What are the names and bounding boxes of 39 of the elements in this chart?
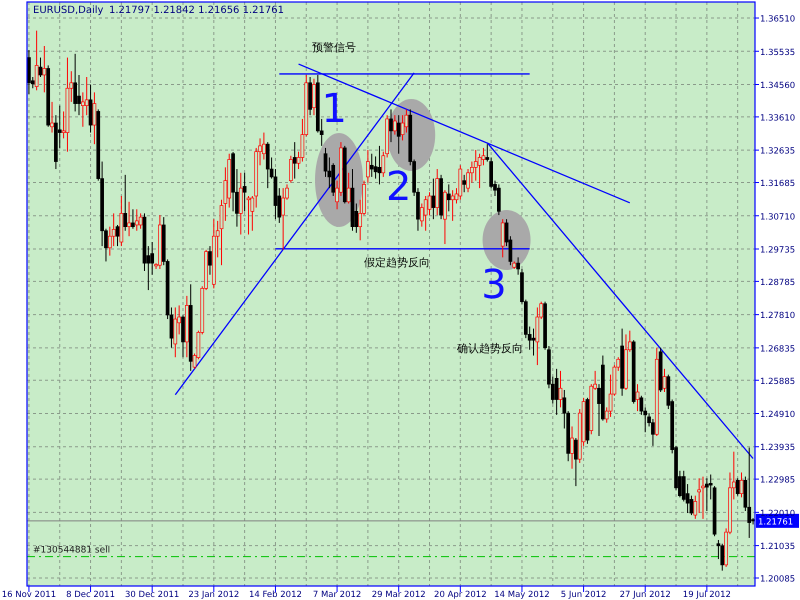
annotation: 预警信号 (312, 41, 356, 54)
x-tick-label: 7 Mar 2012 (312, 590, 362, 600)
y-tick-label: 1.27810 (760, 311, 796, 322)
y-tick-label: 1.33610 (760, 113, 796, 124)
chart-subtitle: 1.21797 1.21842 1.21656 1.21761 (109, 5, 284, 16)
x-tick-label: 8 Dec 2011 (66, 590, 116, 600)
annotation: 确认趋势反向 (456, 342, 524, 355)
annotation: 1 (321, 86, 347, 132)
annotation: 假定趋势反向 (364, 256, 430, 269)
x-tick-label: 5 Jun 2012 (560, 590, 606, 600)
ref-line-label: #130544881 sell (33, 546, 110, 556)
y-tick-label: 1.31685 (760, 179, 796, 190)
y-tick-label: 1.28785 (760, 278, 796, 288)
x-tick-label: 29 Mar 2012 (372, 590, 426, 600)
y-tick-label: 1.34560 (760, 81, 796, 92)
x-tick-label: 23 Jan 2012 (188, 590, 240, 600)
annotation: 3 (481, 262, 507, 308)
annotation: 2 (386, 164, 412, 210)
y-tick-label: 1.35535 (760, 48, 796, 58)
x-tick-label: 14 Feb 2012 (248, 590, 302, 600)
x-tick-label: 19 Jul 2012 (682, 590, 731, 600)
y-tick-label: 1.26835 (760, 344, 796, 354)
x-tick-label: 16 Nov 2011 (2, 590, 56, 600)
x-tick-label: 14 May 2012 (494, 590, 550, 600)
y-tick-label: 1.24910 (760, 410, 796, 420)
y-tick-label: 1.25885 (760, 376, 796, 387)
y-tick-label: 1.21035 (760, 542, 796, 552)
y-tick-label: 1.29735 (760, 246, 796, 256)
y-tick-label: 1.32635 (760, 146, 796, 157)
chart-title: EURUSD,Daily (33, 5, 104, 16)
x-tick-label: 30 Dec 2011 (125, 590, 180, 600)
y-tick-label: 1.23935 (760, 443, 796, 454)
x-tick-label: 27 Jun 2012 (620, 590, 671, 600)
y-tick-label: 1.22985 (760, 476, 796, 486)
ref-line-label: 1.21761 (758, 517, 794, 528)
x-tick-label: 20 Apr 2012 (434, 590, 487, 600)
y-tick-label: 1.20085 (760, 574, 796, 584)
y-tick-label: 1.30710 (760, 212, 796, 222)
y-tick-label: 1.36510 (760, 14, 796, 25)
